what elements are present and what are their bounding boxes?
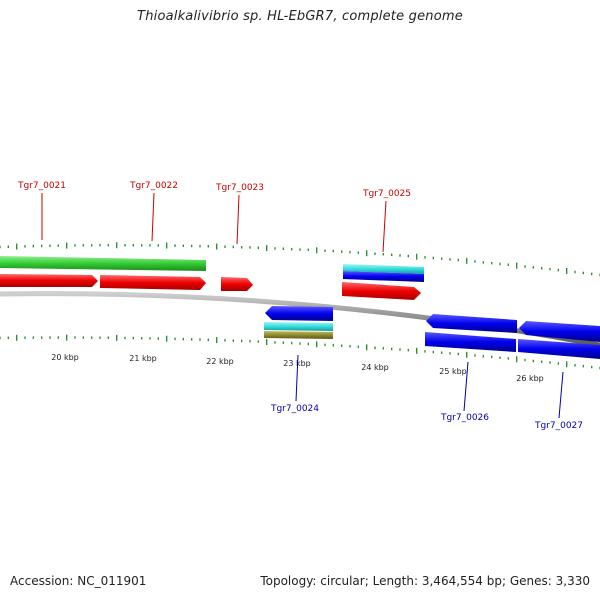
genome-summary: Topology: circular; Length: 3,464,554 bp… bbox=[260, 574, 590, 588]
gene-label-reverse[interactable]: Tgr7_0026 bbox=[440, 413, 489, 423]
genes-value: 3,330 bbox=[555, 574, 590, 588]
cds-feature-reverse[interactable] bbox=[426, 314, 517, 333]
accession-info: Accession: NC_011901 bbox=[10, 574, 146, 588]
cds-feature-forward[interactable] bbox=[0, 274, 98, 287]
misc-feature[interactable] bbox=[264, 331, 333, 339]
cds-feature-forward[interactable] bbox=[221, 277, 253, 291]
gene-feature-forward[interactable] bbox=[0, 256, 206, 271]
topology-value: circular bbox=[320, 574, 365, 588]
length-label: Length: bbox=[372, 574, 419, 588]
rna-feature[interactable] bbox=[264, 322, 333, 331]
scale-label: 20 kbp bbox=[51, 353, 79, 362]
scale-label: 22 kbp bbox=[206, 357, 234, 366]
cds-feature-reverse[interactable] bbox=[343, 271, 424, 282]
outer-tick-track bbox=[0, 242, 600, 277]
scale-label: 25 kbp bbox=[439, 367, 467, 376]
rna-feature[interactable] bbox=[343, 264, 424, 274]
cds-feature-forward[interactable] bbox=[342, 282, 421, 300]
genes-label: Genes: bbox=[509, 574, 552, 588]
gene-feature-reverse[interactable] bbox=[425, 332, 516, 352]
map-title: Thioalkalivibrio sp. HL-EbGR7, complete … bbox=[137, 9, 463, 24]
cds-feature-reverse[interactable] bbox=[265, 306, 333, 321]
scale-label: 21 kbp bbox=[129, 354, 157, 363]
gene-label-forward[interactable]: Tgr7_0021 bbox=[17, 181, 66, 191]
scale-label: 24 kbp bbox=[361, 363, 389, 372]
inner-tick-track bbox=[0, 334, 600, 370]
gene-label-forward[interactable]: Tgr7_0025 bbox=[362, 189, 411, 199]
cds-feature-reverse[interactable] bbox=[519, 321, 600, 342]
gene-label-reverse[interactable]: Tgr7_0024 bbox=[270, 404, 319, 414]
scale-label: 23 kbp bbox=[283, 359, 311, 368]
gene-label-forward[interactable]: Tgr7_0022 bbox=[129, 181, 178, 191]
accession-value: NC_011901 bbox=[77, 574, 147, 588]
accession-label: Accession: bbox=[10, 574, 74, 588]
cds-feature-forward[interactable] bbox=[100, 275, 206, 290]
gene-feature-reverse[interactable] bbox=[518, 339, 600, 359]
gene-label-forward[interactable]: Tgr7_0023 bbox=[215, 183, 264, 193]
scale-label: 26 kbp bbox=[516, 374, 544, 383]
length-value: 3,464,554 bp bbox=[421, 574, 502, 588]
topology-label: Topology: bbox=[260, 574, 317, 588]
gene-label-reverse[interactable]: Tgr7_0027 bbox=[534, 421, 583, 431]
